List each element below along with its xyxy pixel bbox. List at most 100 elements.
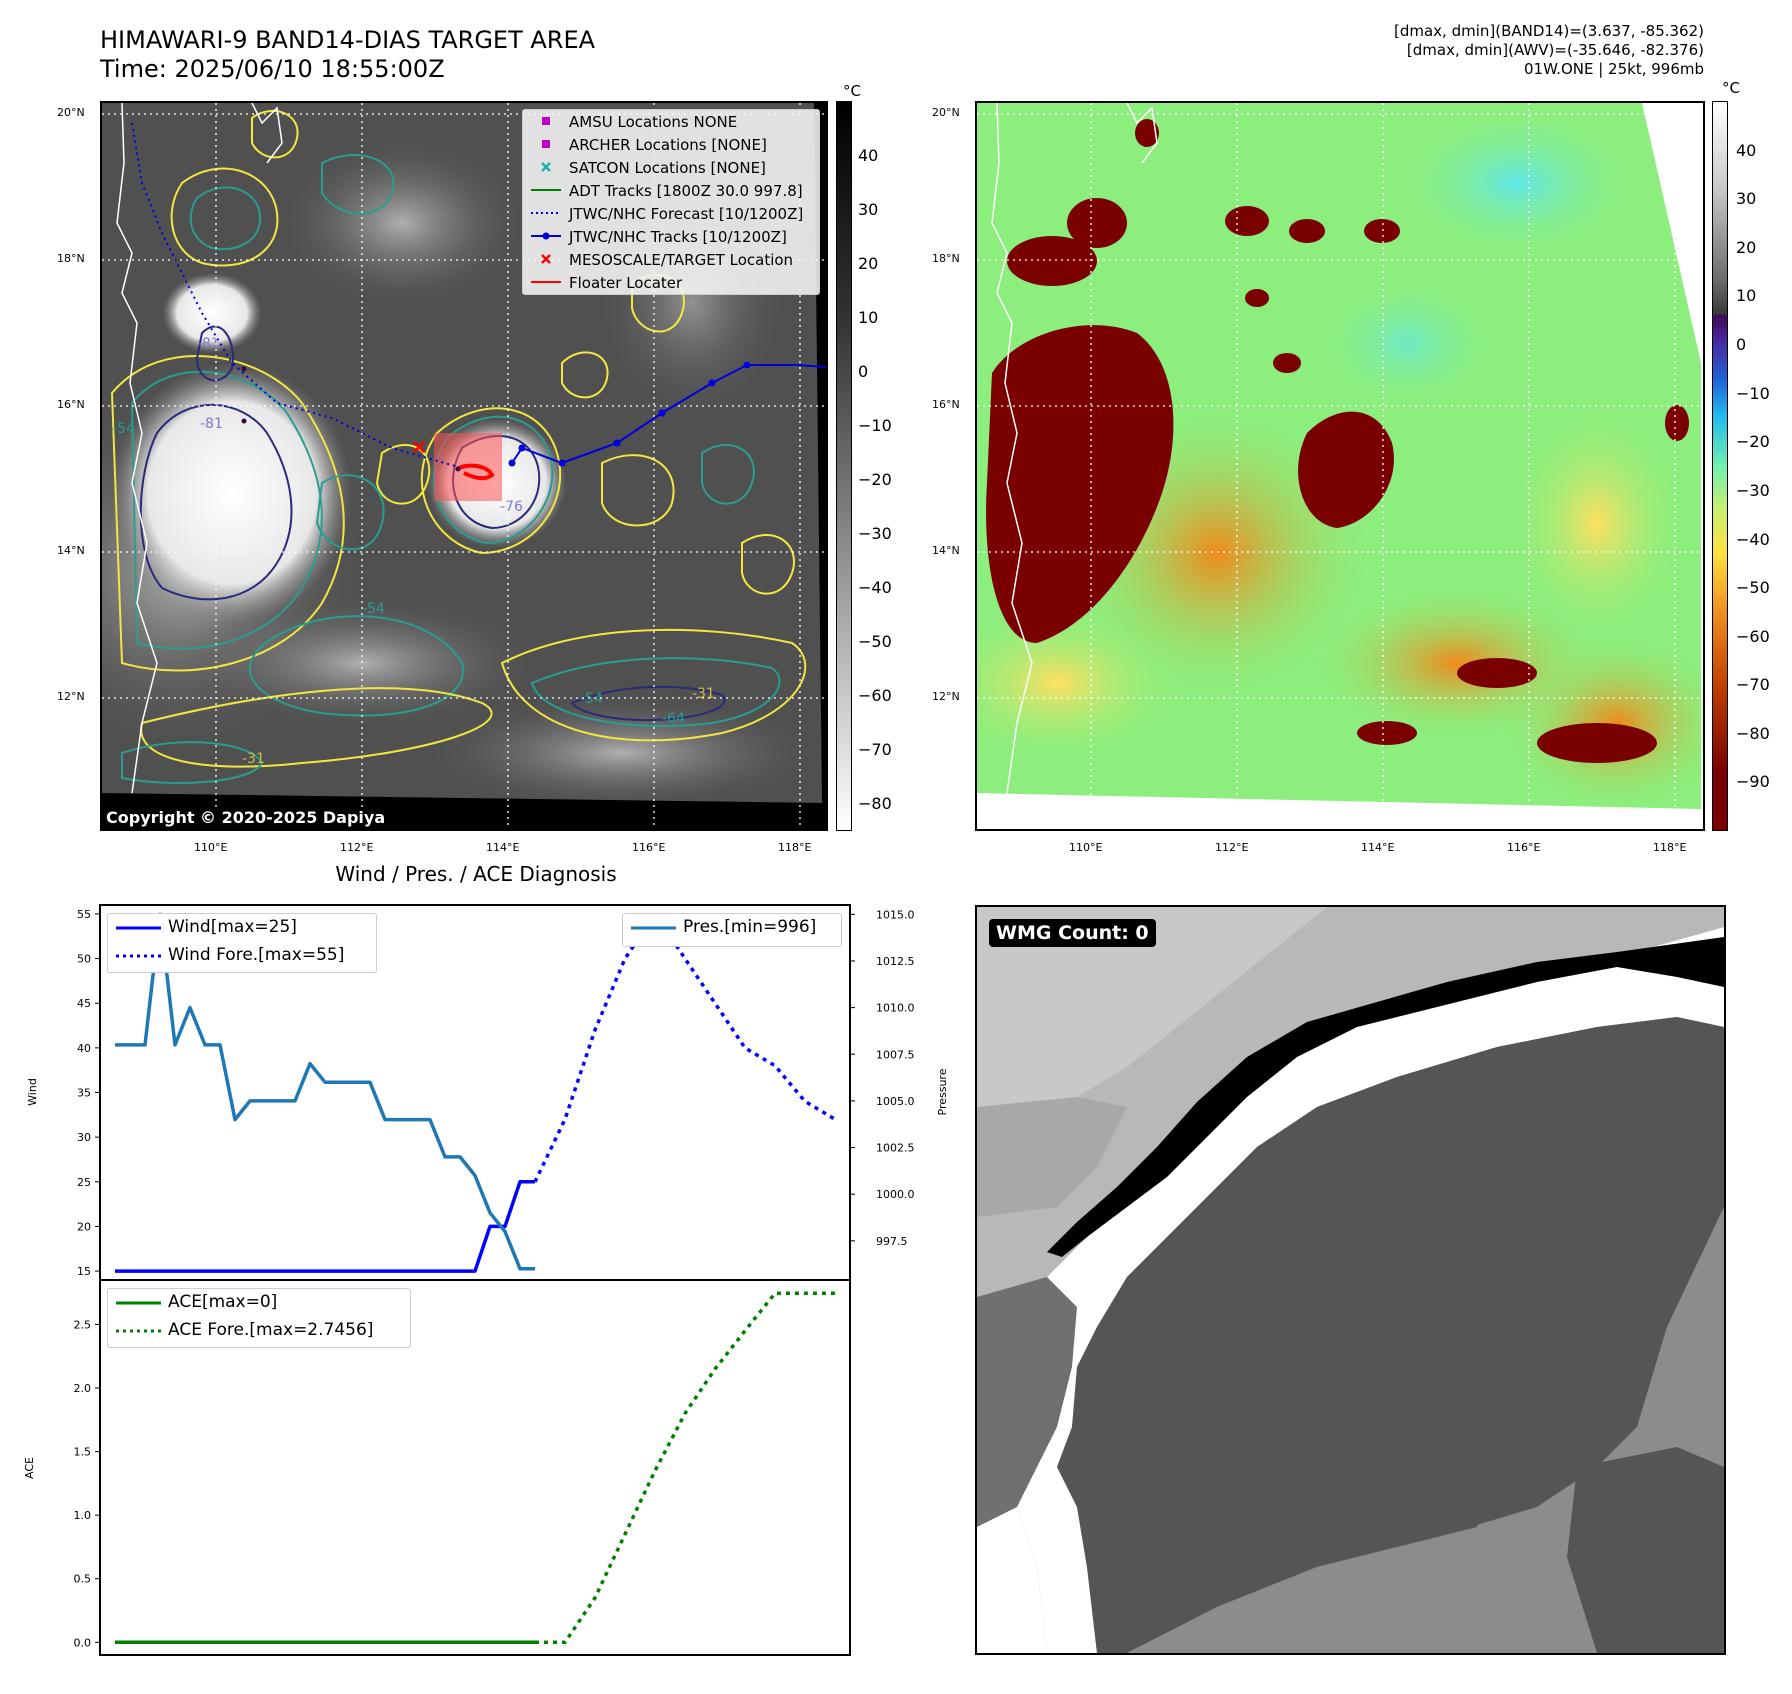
legend-label: JTWC/NHC Forecast [10/1200Z]: [569, 205, 804, 223]
contour-label-8: -54: [580, 691, 603, 707]
legend-label: Floater Locater: [569, 274, 683, 292]
ace-legend-row: ACE[max=0]: [108, 1289, 410, 1317]
left-cbar-unit: °C: [843, 82, 861, 100]
wind-forecast-series-line: [533, 912, 836, 1183]
pressure-ylabel: Pressure: [936, 1068, 949, 1115]
legend-row-jtwc-forecast: JTWC/NHC Forecast [10/1200Z]: [523, 202, 819, 225]
wind-axis-tick-label: 15: [77, 1265, 91, 1278]
lon-tick: 112°E: [340, 841, 374, 854]
cbar-tick: −20: [1736, 432, 1770, 451]
ace-axis-tick-label: 1.0: [74, 1509, 92, 1522]
storm-info: [dmax, dmin](BAND14)=(3.637, -85.362) [d…: [1394, 22, 1704, 79]
lat-tick: 16°N: [932, 398, 960, 411]
cbar-tick: 0: [858, 362, 869, 381]
contour-label-7: -31: [692, 686, 715, 702]
lon-tick: 118°E: [778, 841, 812, 854]
lat-tick: 14°N: [57, 544, 85, 557]
pres-legend-label: Pres.[min=996]: [683, 917, 817, 937]
legend-label: ADT Tracks [1800Z 30.0 997.8]: [569, 182, 803, 200]
cbar-tick: 10: [1736, 286, 1757, 305]
awv-map-panel: [975, 101, 1705, 831]
wind-axis-tick-label: 40: [77, 1042, 91, 1055]
pressure-axis-tick-label: 1015.0: [876, 908, 915, 921]
lon-tick: 116°E: [632, 841, 666, 854]
ace-fore-legend-label: ACE Fore.[max=2.7456]: [168, 1320, 374, 1340]
pres-legend-row: Pres.[min=996]: [623, 914, 841, 942]
pressure-axis-tick-label: 1002.5: [876, 1142, 915, 1155]
contour-label-5: -54: [362, 601, 385, 617]
cbar-tick: −60: [1736, 627, 1770, 646]
cbar-tick: 30: [858, 200, 879, 219]
legend-row-target: MESOSCALE/TARGET Location: [523, 248, 819, 271]
cbar-tick: 20: [1736, 238, 1757, 257]
wind-axis-tick-label: 45: [77, 997, 91, 1010]
lat-tick: 16°N: [57, 398, 85, 411]
wmg-image: [977, 907, 1724, 1653]
ace-axis-tick-label: 0.0: [74, 1636, 92, 1649]
awv-map: [977, 103, 1703, 829]
left-colorbar: [836, 101, 852, 831]
cbar-tick: 0: [1736, 335, 1747, 354]
legend-row-archer: ARCHER Locations [NONE]: [523, 133, 819, 156]
pressure-axis-tick-label: 1010.0: [876, 1002, 915, 1015]
wind-legend-label: Wind[max=25]: [168, 917, 297, 937]
pressure-legend: Pres.[min=996]: [622, 913, 842, 947]
legend-row-jtwc-tracks: JTWC/NHC Tracks [10/1200Z]: [523, 225, 819, 248]
contour-label-4: -54: [112, 421, 135, 437]
pressure-axis-tick-label: 1007.5: [876, 1048, 915, 1061]
lon-tick: 112°E: [1215, 841, 1249, 854]
legend-label: ARCHER Locations [NONE]: [569, 136, 767, 154]
lon-tick: 114°E: [486, 841, 520, 854]
ace-legend-label: ACE[max=0]: [168, 1292, 278, 1312]
contour-label-3: -76: [500, 499, 523, 515]
ace-fore-legend-row: ACE Fore.[max=2.7456]: [108, 1317, 410, 1345]
right-colorbar: [1712, 101, 1728, 831]
contour-label-9: -64: [662, 711, 685, 727]
lon-tick: 118°E: [1653, 841, 1687, 854]
wind-fore-legend-row: Wind Fore.[max=55]: [108, 942, 376, 970]
ace-axis-tick-label: 0.5: [74, 1573, 92, 1586]
title-line-2: Time: 2025/06/10 18:55:00Z: [100, 55, 445, 83]
cbar-tick: −30: [858, 524, 892, 543]
diagnosis-title: Wind / Pres. / ACE Diagnosis: [335, 862, 617, 886]
info-line-2: [dmax, dmin](AWV)=(-35.646, -82.376): [1406, 41, 1704, 59]
contour-label-6: -31: [242, 751, 265, 767]
lat-tick: 18°N: [57, 252, 85, 265]
lat-tick: 20°N: [932, 106, 960, 119]
lat-tick: 14°N: [932, 544, 960, 557]
wind-axis-tick-label: 50: [77, 953, 91, 966]
cbar-tick: −20: [858, 470, 892, 489]
cbar-tick: −30: [1736, 481, 1770, 500]
pressure-axis-tick-label: 997.5: [876, 1235, 908, 1248]
cbar-tick: −10: [858, 416, 892, 435]
cbar-tick: 30: [1736, 189, 1757, 208]
legend-label: MESOSCALE/TARGET Location: [569, 251, 794, 269]
lat-tick: 12°N: [932, 690, 960, 703]
cbar-tick: −40: [1736, 530, 1770, 549]
cbar-tick: 20: [858, 254, 879, 273]
legend-label: JTWC/NHC Tracks [10/1200Z]: [569, 228, 787, 246]
right-cbar-unit: °C: [1722, 79, 1740, 97]
wmg-count-label: WMG Count: 0: [989, 919, 1156, 947]
wind-ylabel: Wind: [26, 1078, 39, 1106]
wind-axis-tick-label: 55: [77, 908, 91, 921]
ir-map-panel: -81 -81 -76 -54 -54 -54 -64 -31 -31: [100, 101, 828, 831]
title-line-1: HIMAWARI-9 BAND14-DIAS TARGET AREA: [100, 26, 596, 54]
legend-row-floater: Floater Locater: [523, 271, 819, 294]
wind-axis-tick-label: 20: [77, 1220, 91, 1233]
cbar-tick: −10: [1736, 384, 1770, 403]
lon-tick: 110°E: [194, 841, 228, 854]
lon-tick: 114°E: [1361, 841, 1395, 854]
legend-row-satcon: SATCON Locations [NONE]: [523, 156, 819, 179]
contour-label-1: -81: [197, 336, 220, 352]
cbar-tick: 10: [858, 308, 879, 327]
map-legend: AMSU Locations NONE ARCHER Locations [NO…: [522, 109, 820, 295]
copyright-label: Copyright © 2020-2025 Dapiya: [102, 807, 390, 828]
cbar-tick: 40: [858, 146, 879, 165]
ace-legend: ACE[max=0] ACE Fore.[max=2.7456]: [107, 1288, 411, 1348]
contour-label-2: -81: [200, 416, 223, 432]
cbar-tick: −70: [1736, 675, 1770, 694]
wind-series-line: [115, 1180, 535, 1273]
cbar-tick: 40: [1736, 141, 1757, 160]
cbar-tick: −60: [858, 686, 892, 705]
